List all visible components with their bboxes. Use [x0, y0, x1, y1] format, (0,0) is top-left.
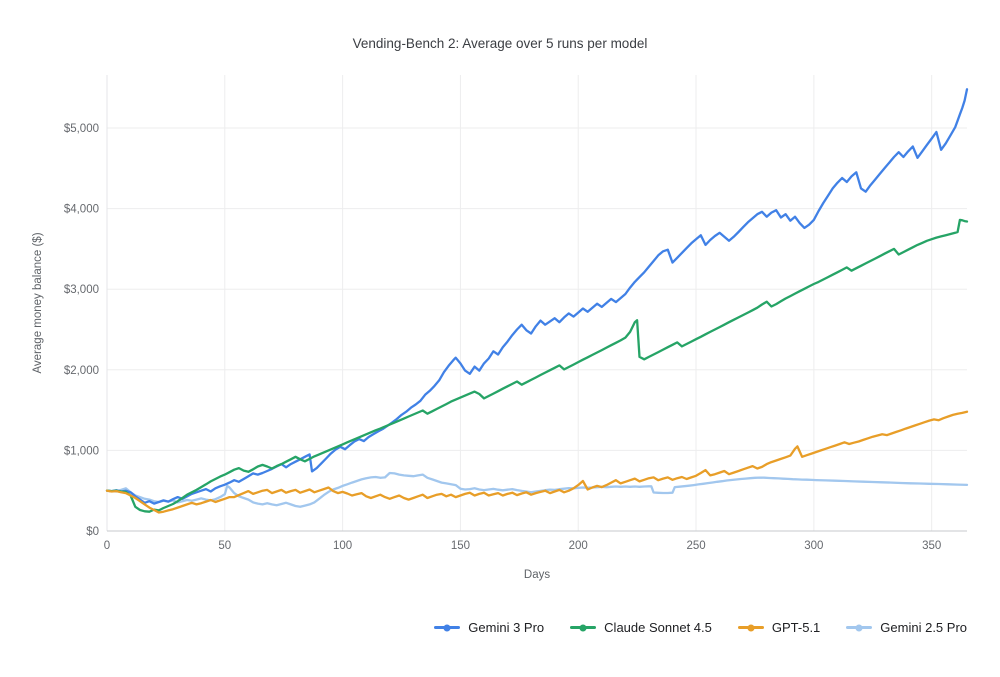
x-tick-label: 0 [104, 540, 110, 552]
legend: Gemini 3 Pro Claude Sonnet 4.5 GPT-5.1 G… [434, 620, 967, 635]
x-tick-label: 150 [451, 540, 470, 552]
y-tick-label: $5,000 [64, 123, 99, 135]
legend-marker-dot-icon [855, 624, 863, 631]
x-axis-title: Days [523, 569, 551, 581]
series-line-claude-sonnet-4-5 [105, 218, 969, 513]
x-tick-label: 200 [569, 540, 588, 552]
y-tick-label: $2,000 [64, 365, 99, 377]
y-tick-label: $4,000 [64, 204, 99, 216]
legend-marker-dot-icon [443, 624, 451, 631]
legend-item-gemini-2-5-pro: Gemini 2.5 Pro [846, 620, 967, 635]
chart-title: Vending-Bench 2: Average over 5 runs per… [352, 36, 648, 51]
y-tick-label: $3,000 [64, 284, 99, 296]
series-line-gemini-2-5-pro [105, 471, 969, 508]
series-line-gemini-3-pro [105, 88, 969, 505]
legend-label: Gemini 2.5 Pro [880, 620, 967, 635]
legend-marker-line-icon [570, 624, 597, 631]
legend-marker-line-icon [737, 624, 764, 631]
x-tick-label: 100 [333, 540, 352, 552]
legend-marker-dot-icon [747, 624, 755, 631]
x-tick-label: 50 [218, 540, 231, 552]
x-tick-label: 250 [686, 540, 705, 552]
legend-label: Gemini 3 Pro [468, 620, 545, 635]
x-tick-label: 300 [804, 540, 823, 552]
y-tick-label: $1,000 [64, 445, 99, 457]
legend-label: Claude Sonnet 4.5 [604, 620, 712, 635]
legend-marker-line-icon [846, 624, 873, 631]
x-tick-label: 350 [922, 540, 941, 552]
legend-item-claude-sonnet-4-5: Claude Sonnet 4.5 [570, 620, 712, 635]
legend-marker-dot-icon [579, 624, 587, 631]
y-axis-title: Average money balance ($) [32, 232, 44, 374]
legend-label: GPT-5.1 [771, 620, 821, 635]
legend-item-gemini-3-pro: Gemini 3 Pro [434, 620, 544, 635]
legend-marker-line-icon [434, 624, 461, 631]
y-tick-label: $0 [86, 526, 99, 538]
legend-item-gpt-5-1: GPT-5.1 [737, 620, 821, 635]
series-line-gpt-5-1 [105, 410, 969, 514]
